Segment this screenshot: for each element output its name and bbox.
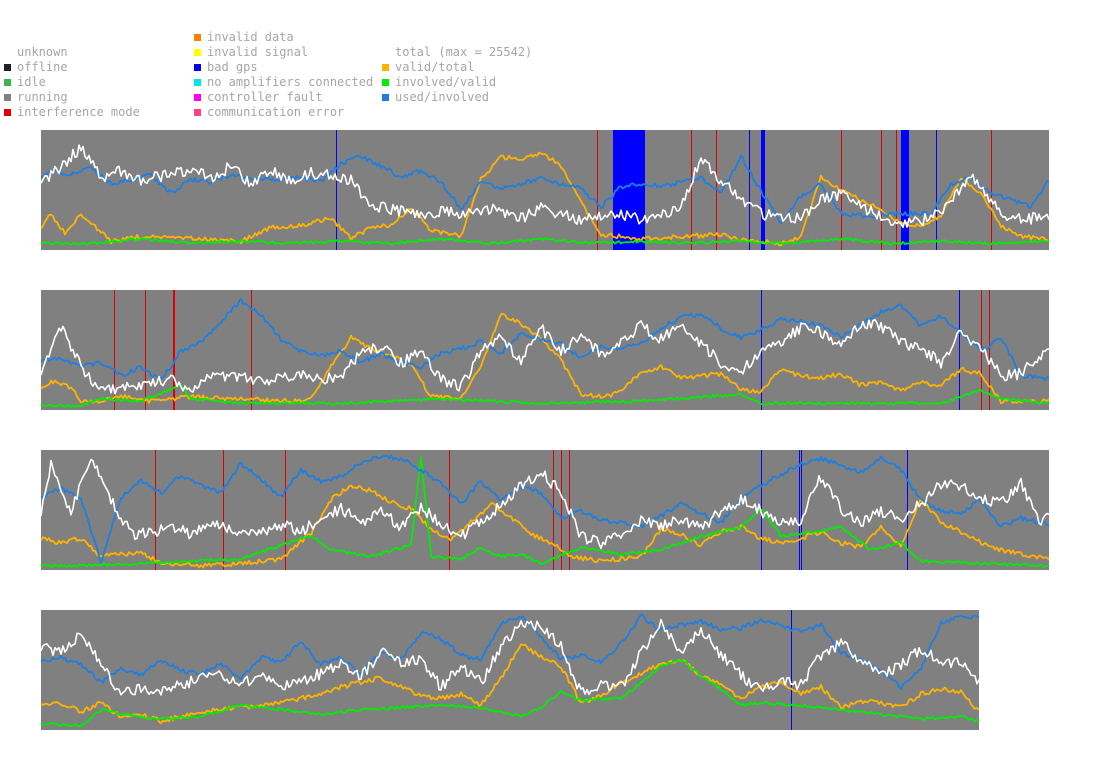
legend-swatch xyxy=(194,94,201,101)
legend-label: no amplifiers connected xyxy=(207,75,374,89)
series-line-total xyxy=(41,458,1049,550)
series-line-involved-valid xyxy=(41,659,979,728)
series-line-total xyxy=(41,144,1049,229)
legend-label: used/involved xyxy=(395,90,489,104)
series-line-involved-valid xyxy=(41,237,1049,246)
series-line-valid-total xyxy=(41,643,979,724)
legend-swatch xyxy=(4,49,11,56)
series-line-used-involved xyxy=(41,613,979,690)
series-line-used-involved xyxy=(41,154,1049,225)
series-line-total xyxy=(41,618,979,696)
legend-label: valid/total xyxy=(395,60,475,74)
bad-gps-range xyxy=(613,130,645,250)
legend-label: running xyxy=(17,90,68,104)
bad-gps-range xyxy=(901,130,909,250)
chart-panel-3 xyxy=(41,450,1049,570)
series-line-involved-valid xyxy=(41,383,1049,408)
legend-label: bad gps xyxy=(207,60,258,74)
legend-swatch xyxy=(4,64,11,71)
legend-swatch xyxy=(382,94,389,101)
legend-swatch xyxy=(4,109,11,116)
legend-swatch xyxy=(382,64,389,71)
legend: unknown offline idle running interference mo… xyxy=(0,0,1095,125)
chart-panel-2 xyxy=(41,290,1049,410)
legend-label: invalid data xyxy=(207,30,294,44)
series-line-total xyxy=(41,318,1049,395)
chart-panel-4 xyxy=(41,610,979,730)
chart-panel-1-plot xyxy=(41,130,1049,250)
legend-swatch xyxy=(4,94,11,101)
legend-swatch xyxy=(194,49,201,56)
series-line-used-involved xyxy=(41,297,1049,381)
legend-label: idle xyxy=(17,75,46,89)
series-line-valid-total xyxy=(41,312,1049,405)
legend-label: invalid signal xyxy=(207,45,309,59)
legend-label: interference mode xyxy=(17,105,140,119)
legend-swatch xyxy=(194,79,201,86)
legend-label: offline xyxy=(17,60,68,74)
series-line-used-involved xyxy=(41,454,1049,564)
legend-swatch xyxy=(382,79,389,86)
legend-label: communication error xyxy=(207,105,345,119)
bad-gps-range xyxy=(762,130,765,250)
legend-label: unknown xyxy=(17,45,68,59)
legend-swatch xyxy=(382,49,389,56)
legend-swatch xyxy=(194,34,201,41)
series-line-valid-total xyxy=(41,484,1049,569)
legend-label: involved/valid xyxy=(395,75,497,89)
legend-label: total (max = 25542) xyxy=(395,45,533,59)
chart-panel-1 xyxy=(41,130,1049,250)
legend-swatch xyxy=(194,64,201,71)
chart-panel-2-plot xyxy=(41,290,1049,410)
legend-swatch xyxy=(194,109,201,116)
series-line-involved-valid xyxy=(41,455,1049,568)
chart-panel-3-plot xyxy=(41,450,1049,570)
chart-panel-4-plot xyxy=(41,610,979,730)
series-line-valid-total xyxy=(41,151,1049,247)
legend-label: controller fault xyxy=(207,90,323,104)
legend-swatch xyxy=(4,79,11,86)
